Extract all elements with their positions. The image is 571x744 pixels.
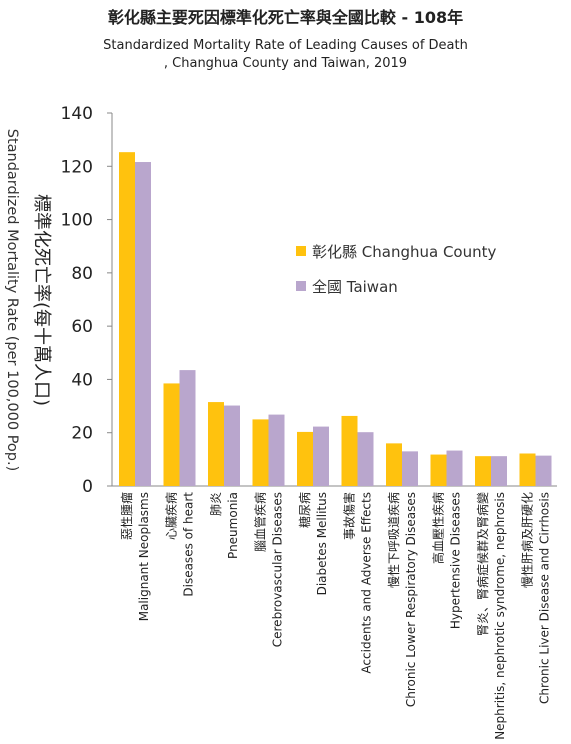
category-label-zh: 高血壓性疾病 [431, 492, 446, 564]
y-tick-label: 20 [71, 424, 93, 444]
y-tick-label: 120 [61, 157, 93, 177]
y-tick-label: 60 [71, 317, 93, 337]
bar-taiwan [535, 455, 552, 486]
category-label-en: Pneumonia [226, 492, 240, 559]
bar-taiwan [491, 456, 507, 486]
y-tick-label: 80 [71, 264, 93, 284]
y-tick-label: 100 [61, 211, 93, 231]
bar-changhua [163, 383, 180, 486]
bar-changhua [208, 402, 224, 486]
bar-changhua [119, 152, 135, 487]
category-label-en: Nephritis, nephrotic syndrome, nephrosis [493, 492, 507, 740]
category-label-en: Malignant Neoplasms [137, 492, 151, 621]
bar-changhua [252, 419, 269, 486]
y-axis-title-en: Standardized Mortality Rate (per 100,000… [4, 129, 20, 472]
category-label-zh: 腦血管疾病 [253, 492, 268, 552]
category-label-en: Cerebrovascular Diseases [271, 492, 285, 647]
category-label-en: Hypertensive Diseases [449, 492, 463, 629]
bar-changhua [519, 453, 536, 486]
y-tick-label: 0 [82, 477, 93, 497]
category-label-zh: 慢性下呼吸道疾病 [386, 492, 401, 588]
y-tick-label: 40 [71, 370, 93, 390]
category-label-zh: 惡性腫瘤 [119, 492, 134, 540]
bar-taiwan [179, 370, 196, 486]
bar-changhua [297, 431, 313, 486]
y-tick-label: 140 [61, 104, 93, 124]
legend-label-changhua: 彰化縣 Changhua County [312, 243, 496, 261]
bar-taiwan [313, 426, 329, 486]
bar-changhua [386, 443, 402, 486]
category-label-zh: 腎炎、腎病症候群及腎病變 [475, 492, 490, 636]
legend: 彰化縣 Changhua County 全國 Taiwan [296, 243, 496, 296]
category-label-en: Chronic Lower Respiratory Diseases [404, 492, 418, 707]
category-label-en: Accidents and Adverse Effects [360, 492, 374, 674]
legend-label-taiwan: 全國 Taiwan [312, 278, 398, 296]
category-label-zh: 事故傷害 [342, 492, 357, 540]
x-axis-labels: 惡性腫瘤 Malignant Neoplasms 心臟疾病 Diseases of h… [119, 492, 552, 740]
category-label-zh: 心臟疾病 [164, 492, 179, 540]
bars [119, 152, 552, 487]
y-axis: 0 20 40 60 80 100 120 140 [61, 104, 557, 497]
chart-subtitle-line-1: Standardized Mortality Rate of Leading C… [103, 38, 468, 53]
axis-titles: Standardized Mortality Rate (per 100,000… [4, 129, 52, 472]
category-label-en: Diabetes Mellitus [315, 492, 329, 595]
bar-taiwan [357, 432, 374, 486]
y-axis-title-zh: 標準化死亡率(每十萬人口) [31, 194, 52, 406]
category-label-zh: 糖尿病 [297, 492, 312, 528]
bar-taiwan [268, 414, 285, 486]
bar-taiwan [135, 162, 151, 486]
bar-taiwan [402, 451, 418, 486]
bar-changhua [341, 415, 358, 486]
bar-changhua [430, 454, 447, 486]
chart-title: 彰化縣主要死因標準化死亡率與全國比較 - 108年 [107, 8, 464, 27]
bar-taiwan [224, 405, 240, 486]
category-label-en: Diseases of heart [182, 492, 196, 597]
category-label-zh: 肺炎 [209, 492, 223, 516]
bar-changhua [475, 456, 491, 486]
bar-taiwan [446, 450, 463, 486]
chart-subtitle-line-2: , Changhua County and Taiwan, 2019 [163, 56, 408, 71]
legend-swatch-taiwan [296, 281, 306, 291]
legend-swatch-changhua [296, 246, 306, 256]
category-label-en: Chronic Liver Disease and Cirrhosis [538, 492, 552, 704]
category-label-zh: 慢性肝病及肝硬化 [520, 492, 535, 588]
